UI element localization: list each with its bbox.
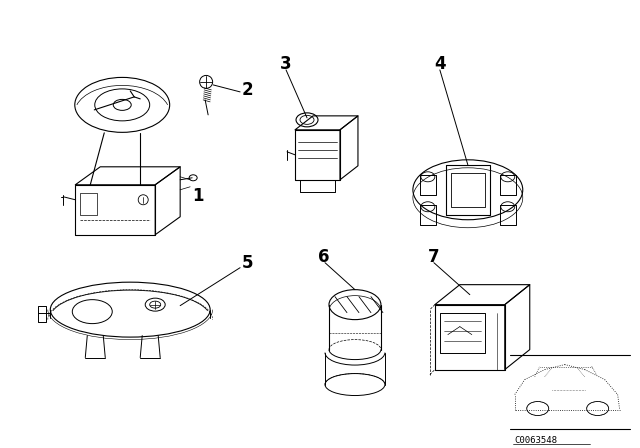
- Text: 2: 2: [242, 81, 253, 99]
- Text: 3: 3: [280, 55, 292, 73]
- Text: 7: 7: [428, 248, 440, 266]
- Text: 5: 5: [242, 254, 253, 271]
- Text: 4: 4: [434, 55, 445, 73]
- Text: C0063548: C0063548: [515, 436, 558, 445]
- Text: 1: 1: [192, 187, 204, 205]
- Text: 6: 6: [318, 248, 330, 266]
